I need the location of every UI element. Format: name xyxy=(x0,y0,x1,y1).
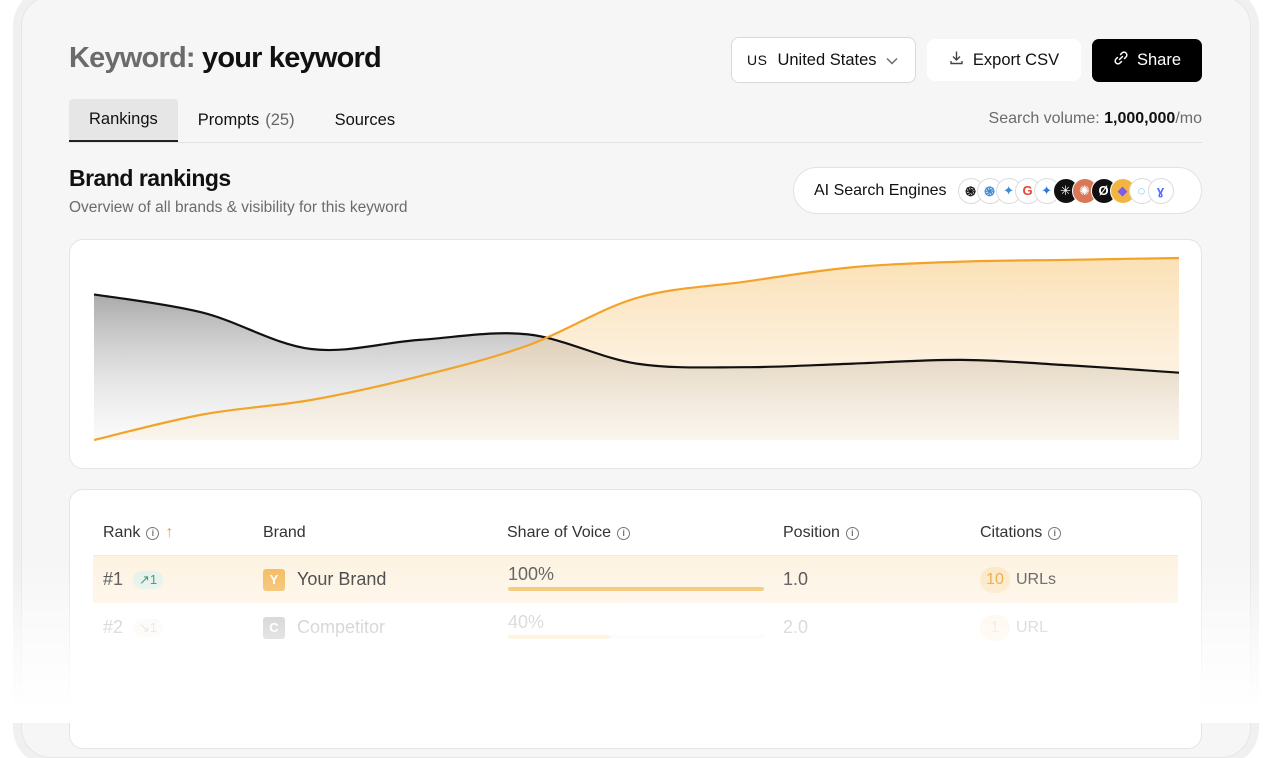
country-select[interactable]: US United States xyxy=(731,37,916,83)
brand-header-label: Brand xyxy=(263,524,306,541)
tab-prompts[interactable]: Prompts (25) xyxy=(178,99,315,142)
keyword-label: Keyword: xyxy=(69,42,196,74)
your-brand-series-line xyxy=(93,256,1180,442)
share-button[interactable]: Share xyxy=(1092,39,1202,82)
brand-header[interactable]: Brand xyxy=(263,524,306,542)
search-volume: Search volume: 1,000,000/mo xyxy=(989,110,1202,128)
share-label: Share xyxy=(1136,51,1182,69)
position-header[interactable]: Position i xyxy=(783,524,859,542)
sov-bar-fill xyxy=(508,587,764,591)
link-icon xyxy=(1113,50,1129,71)
rank-trend-badge: ↘1 xyxy=(133,618,164,637)
info-icon: i xyxy=(845,526,859,540)
section-subtitle: Overview of all brands & visibility for … xyxy=(69,199,408,216)
brand-name[interactable]: Competitor xyxy=(297,617,386,637)
info-icon: i xyxy=(146,526,160,540)
your-brand-area xyxy=(94,258,1179,440)
citations-header-label: Citations xyxy=(980,524,1043,541)
ai-engines-filter[interactable]: AI Search Engines ֍ ֍ ✦ G ✦ ✳ ✺ Ø ◆ ◌ ɣ xyxy=(793,167,1202,214)
position-value: 1.0 xyxy=(783,569,809,589)
chevron-down-icon xyxy=(886,53,898,68)
rank-value: #1 xyxy=(103,569,124,589)
download-icon xyxy=(949,50,964,70)
citations-header[interactable]: Citations i xyxy=(980,524,1062,542)
search-volume-unit: /mo xyxy=(1175,110,1202,127)
engine-icon-list: ֍ ֍ ✦ G ✦ ✳ ✺ Ø ◆ ◌ ɣ xyxy=(957,177,1174,204)
share-of-voice: 100% xyxy=(508,564,764,591)
brand-avatar: Y xyxy=(263,568,285,591)
rankings-chart xyxy=(69,239,1202,469)
info-icon: i xyxy=(1048,526,1062,540)
rank-value: #2 xyxy=(103,617,124,637)
sov-value: 40% xyxy=(508,612,545,632)
brand-name[interactable]: Your Brand xyxy=(297,569,387,589)
rank-header-label: Rank xyxy=(103,524,141,541)
tab-label: Sources xyxy=(334,111,396,129)
citation-count[interactable]: 1 xyxy=(980,614,1010,641)
country-name: United States xyxy=(777,50,877,69)
tab-label: Rankings xyxy=(89,110,158,128)
sov-bar xyxy=(508,635,764,639)
rank-header[interactable]: Rank i ↑ xyxy=(103,524,173,542)
page-title: Keyword: your keyword xyxy=(69,42,382,75)
sov-bar xyxy=(508,587,764,591)
tab-divider xyxy=(69,142,1202,143)
country-code: US xyxy=(747,52,768,68)
keyword-value: your keyword xyxy=(202,42,382,74)
tab-bar: Rankings Prompts (25) Sources xyxy=(69,99,415,142)
tab-label: Prompts xyxy=(197,111,260,129)
share-of-voice: 40% xyxy=(508,612,764,639)
citation-unit: URL xyxy=(1016,618,1049,636)
brand-avatar: C xyxy=(263,616,285,639)
sort-ascending-icon[interactable]: ↑ xyxy=(165,524,174,541)
export-csv-label: Export CSV xyxy=(972,50,1060,69)
section-title: Brand rankings xyxy=(69,165,231,191)
tab-rankings[interactable]: Rankings xyxy=(69,99,178,142)
info-icon: i xyxy=(617,526,631,540)
position-value: 2.0 xyxy=(783,617,809,637)
deepseek-icon: ɣ xyxy=(1147,177,1174,204)
sov-value: 100% xyxy=(508,564,555,584)
table-row[interactable]: #1 ↗1 Y Your Brand 100% 1.0 10 URLs xyxy=(93,556,1178,603)
table-row[interactable]: #2 ↘1 C Competitor 40% 2.0 1 URL xyxy=(93,604,1178,651)
tab-sources[interactable]: Sources xyxy=(315,99,416,142)
sov-bar-fill xyxy=(508,635,611,639)
citation-unit: URLs xyxy=(1016,570,1057,588)
citation-count[interactable]: 10 xyxy=(980,566,1010,593)
table-header-divider xyxy=(93,555,1178,556)
rank-trend-badge: ↗1 xyxy=(133,570,164,589)
sov-header-label: Share of Voice xyxy=(507,524,612,541)
tab-count: (25) xyxy=(265,111,295,129)
rankings-chart-svg xyxy=(93,256,1180,442)
sov-header[interactable]: Share of Voice i xyxy=(507,524,631,542)
search-volume-label: Search volume: xyxy=(988,110,1100,127)
ai-engines-label: AI Search Engines xyxy=(814,181,947,199)
export-csv-button[interactable]: Export CSV xyxy=(927,39,1081,81)
search-volume-value: 1,000,000 xyxy=(1104,110,1176,127)
competitor-series-line xyxy=(93,293,1180,374)
position-header-label: Position xyxy=(783,524,840,541)
